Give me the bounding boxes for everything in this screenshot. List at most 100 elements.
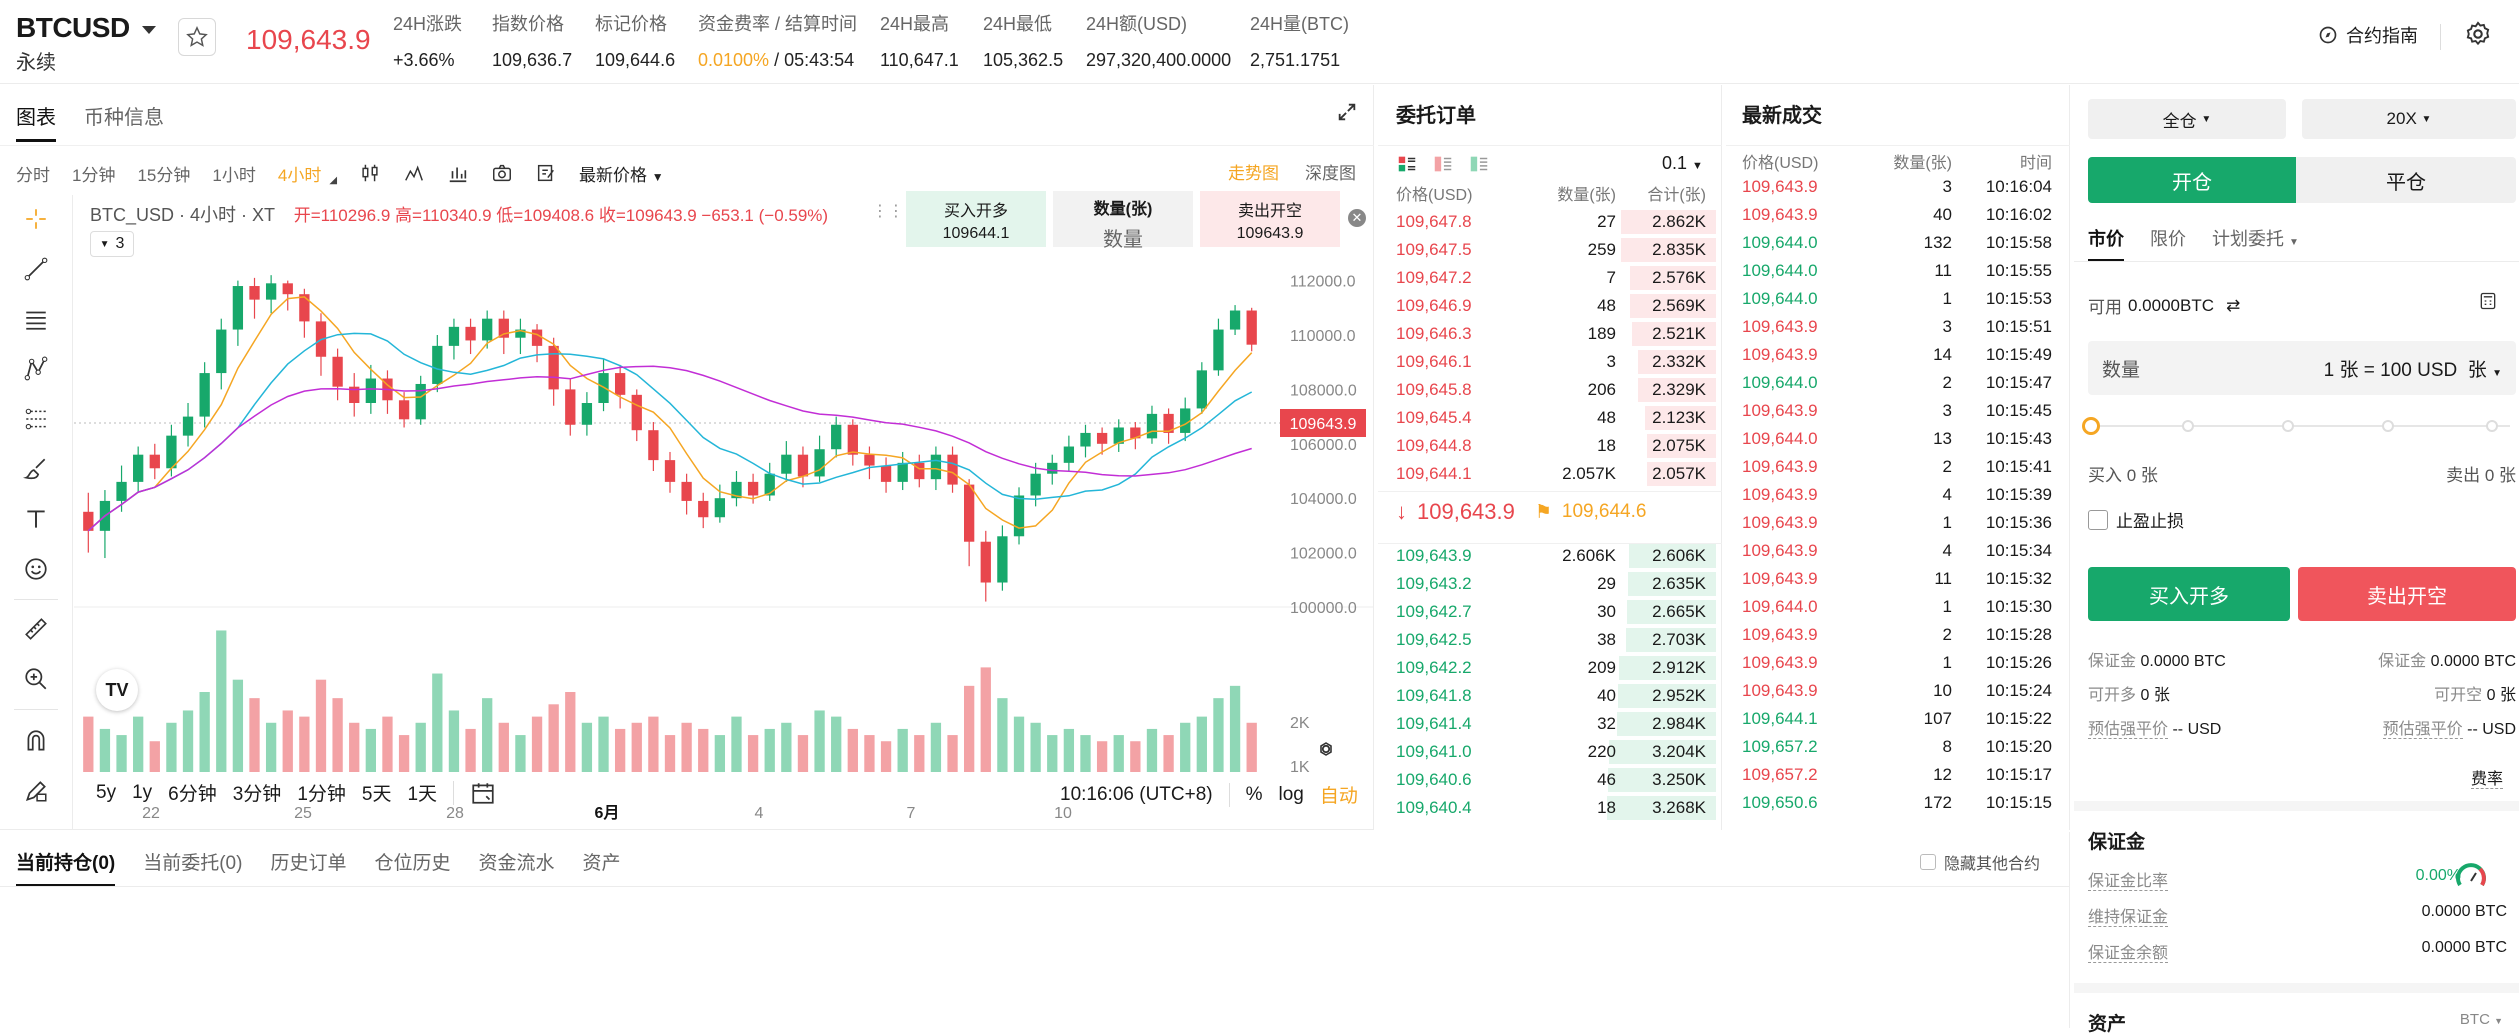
bid-row[interactable]: 109,641.4 32 2.984K — [1378, 710, 1722, 738]
lock-drawing-tool[interactable] — [14, 769, 58, 813]
candles-icon[interactable] — [359, 162, 381, 184]
sell-short-button[interactable]: 卖出开空 — [2298, 567, 2516, 621]
horizontal-lines-tool[interactable] — [14, 297, 58, 341]
bid-row[interactable]: 109,642.7 30 2.665K — [1378, 598, 1722, 626]
drag-handle-icon[interactable]: ⋮⋮ — [872, 203, 904, 220]
range-1d[interactable]: 1天 — [407, 784, 438, 805]
ask-row[interactable]: 109,646.9 48 2.569K — [1378, 292, 1722, 320]
calendar-icon[interactable] — [470, 780, 496, 806]
contract-guide-link[interactable]: 合约指南 — [2318, 22, 2418, 48]
assets-unit-dropdown[interactable]: BTC ▼ — [2459, 1011, 2503, 1028]
buy-long-button[interactable]: 买入开多 — [2088, 567, 2290, 621]
interval-1h[interactable]: 1小时 — [212, 165, 256, 185]
trendline-tool[interactable] — [14, 247, 58, 291]
interval-4h[interactable]: 4小时 — [277, 165, 322, 185]
ask-row[interactable]: 109,647.5 259 2.835K — [1378, 236, 1722, 264]
order-type-limit[interactable]: 限价 — [2150, 229, 2186, 249]
indicators-icon[interactable] — [403, 162, 425, 184]
fullscreen-button[interactable] — [1336, 101, 1358, 128]
bid-row[interactable]: 109,640.6 46 3.250K — [1378, 766, 1722, 794]
ruler-tool[interactable] — [14, 607, 58, 651]
calculator-icon[interactable] — [2478, 291, 2498, 311]
ask-row[interactable]: 109,646.3 189 2.521K — [1378, 320, 1722, 348]
range-5y[interactable]: 5y — [96, 781, 117, 803]
candlestick-chart[interactable]: 112000.0 110000.0 108000.0 106000.0 104000.0… — [74, 251, 1374, 821]
tab-open-orders[interactable]: 当前委托(0) — [143, 853, 243, 874]
quick-qty-input[interactable]: 数量(张) 数量 — [1053, 191, 1193, 251]
quick-sell-button[interactable]: 卖出开空 109643.9 — [1200, 191, 1340, 247]
bid-row[interactable]: 109,640.4 18 3.268K — [1378, 794, 1722, 822]
tab-position-history[interactable]: 仓位历史 — [374, 853, 451, 874]
bid-row[interactable]: 109,642.2 209 2.912K — [1378, 654, 1722, 682]
book-bids-icon[interactable] — [1468, 153, 1490, 175]
text-tool[interactable] — [14, 497, 58, 541]
indicator-toggle[interactable]: ▼ 3 — [90, 231, 134, 257]
log-scale-toggle[interactable]: log — [1278, 783, 1304, 805]
fib-tool[interactable] — [14, 397, 58, 441]
order-type-market[interactable]: 市价 — [2088, 225, 2124, 262]
tab-chart[interactable]: 图表 — [16, 107, 56, 142]
range-3m[interactable]: 3分钟 — [232, 784, 282, 805]
crosshair-tool[interactable] — [14, 197, 58, 241]
tpsl-toggle[interactable]: 止盈止损 — [2088, 507, 2184, 532]
margin-mode-dropdown[interactable]: 全仓 ▼ — [2088, 99, 2286, 139]
ask-row[interactable]: 109,644.8 18 2.075K — [1378, 432, 1722, 460]
symbol-selector[interactable]: BTCUSD — [16, 12, 156, 44]
interval-1m[interactable]: 1分钟 — [72, 165, 116, 185]
edit-note-icon[interactable] — [535, 162, 557, 184]
open-position-tab[interactable]: 开仓 — [2088, 157, 2296, 203]
quick-buy-button[interactable]: 买入开多 109644.1 — [906, 191, 1046, 247]
emoji-tool[interactable] — [14, 547, 58, 591]
transfer-icon[interactable]: ⇄ — [2226, 295, 2241, 315]
chart-settings-button[interactable] — [1314, 737, 1338, 766]
book-asks-icon[interactable] — [1432, 153, 1454, 175]
tab-fund-flow[interactable]: 资金流水 — [478, 853, 555, 874]
view-trend[interactable]: 走势图 — [1228, 164, 1279, 183]
checkbox[interactable] — [1920, 854, 1936, 870]
range-1y[interactable]: 1y — [132, 781, 153, 803]
camera-icon[interactable] — [491, 162, 513, 184]
range-5d[interactable]: 5天 — [361, 784, 392, 805]
ask-row[interactable]: 109,647.8 27 2.862K — [1378, 208, 1722, 236]
ask-row[interactable]: 109,646.1 3 2.332K — [1378, 348, 1722, 376]
view-depth[interactable]: 深度图 — [1305, 164, 1356, 183]
fee-rate-link[interactable]: 费率 — [2470, 771, 2503, 789]
tab-coin-info[interactable]: 币种信息 — [84, 107, 164, 129]
close-icon[interactable]: ✕ — [1348, 209, 1366, 227]
ask-row[interactable]: 109,645.4 48 2.123K — [1378, 404, 1722, 432]
tab-assets[interactable]: 资产 — [582, 853, 621, 874]
slider-handle[interactable] — [2082, 417, 2100, 435]
bid-row[interactable]: 109,643.2 29 2.635K — [1378, 570, 1722, 598]
ask-row[interactable]: 109,644.1 2.057K 2.057K — [1378, 460, 1722, 488]
precision-dropdown[interactable]: 0.1 ▼ — [1662, 153, 1703, 173]
tab-current-positions[interactable]: 当前持仓(0) — [16, 853, 116, 887]
bid-row[interactable]: 109,641.0 220 3.204K — [1378, 738, 1722, 766]
tradingview-logo[interactable]: TV — [96, 669, 138, 711]
magnet-tool[interactable] — [14, 719, 58, 763]
interval-timeshare[interactable]: 分时 — [16, 165, 50, 185]
bar-chart-icon[interactable] — [447, 162, 469, 184]
bid-row[interactable]: 109,642.5 38 2.703K — [1378, 626, 1722, 654]
tab-order-history[interactable]: 历史订单 — [270, 853, 347, 874]
pattern-tool[interactable] — [14, 347, 58, 391]
quantity-slider[interactable] — [2090, 425, 2510, 427]
bid-row[interactable]: 109,643.9 2.606K 2.606K — [1378, 542, 1722, 570]
ask-row[interactable]: 109,645.8 206 2.329K — [1378, 376, 1722, 404]
range-6m[interactable]: 6分钟 — [168, 784, 217, 805]
order-type-plan[interactable]: 计划委托 ▼ — [2212, 229, 2299, 249]
brush-tool[interactable] — [14, 447, 58, 491]
bid-row[interactable]: 109,641.8 40 2.952K — [1378, 682, 1722, 710]
close-position-tab[interactable]: 平仓 — [2296, 157, 2516, 203]
favorite-star-button[interactable] — [178, 18, 216, 56]
percent-scale-toggle[interactable]: % — [1245, 783, 1263, 805]
range-1m[interactable]: 1分钟 — [297, 784, 346, 805]
checkbox[interactable] — [2088, 509, 2108, 530]
hide-other-contracts[interactable]: 隐藏其他合约 — [1920, 850, 2040, 874]
price-type-dropdown[interactable]: 最新价格 ▼ — [579, 165, 664, 185]
zoom-tool[interactable] — [14, 657, 58, 701]
auto-scale-toggle[interactable]: 自动 — [1319, 786, 1358, 807]
quantity-input[interactable]: 数量 1 张 = 100 USD 张 ▼ — [2088, 341, 2516, 395]
leverage-dropdown[interactable]: 20X ▼ — [2302, 99, 2516, 139]
ask-row[interactable]: 109,647.2 7 2.576K — [1378, 264, 1722, 292]
interval-15m[interactable]: 15分钟 — [137, 165, 191, 185]
